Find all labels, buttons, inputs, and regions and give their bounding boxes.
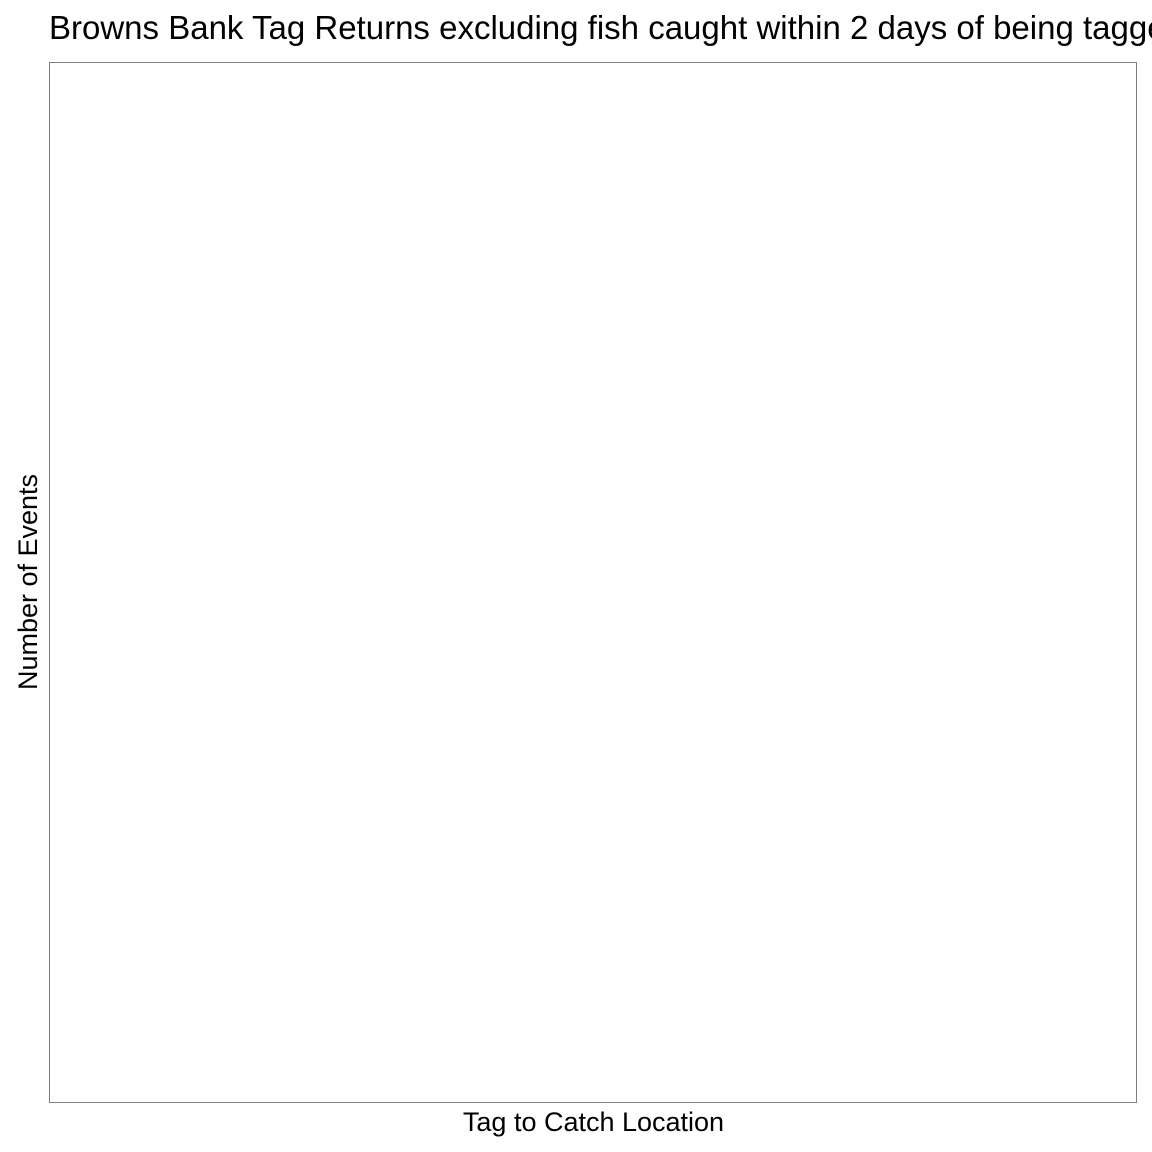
x-axis-label: Tag to Catch Location <box>462 1107 725 1137</box>
chart-title: Browns Bank Tag Returns excluding fish c… <box>49 9 1152 46</box>
plot-panel <box>49 62 1137 1103</box>
y-axis-label: Number of Events <box>13 473 43 691</box>
